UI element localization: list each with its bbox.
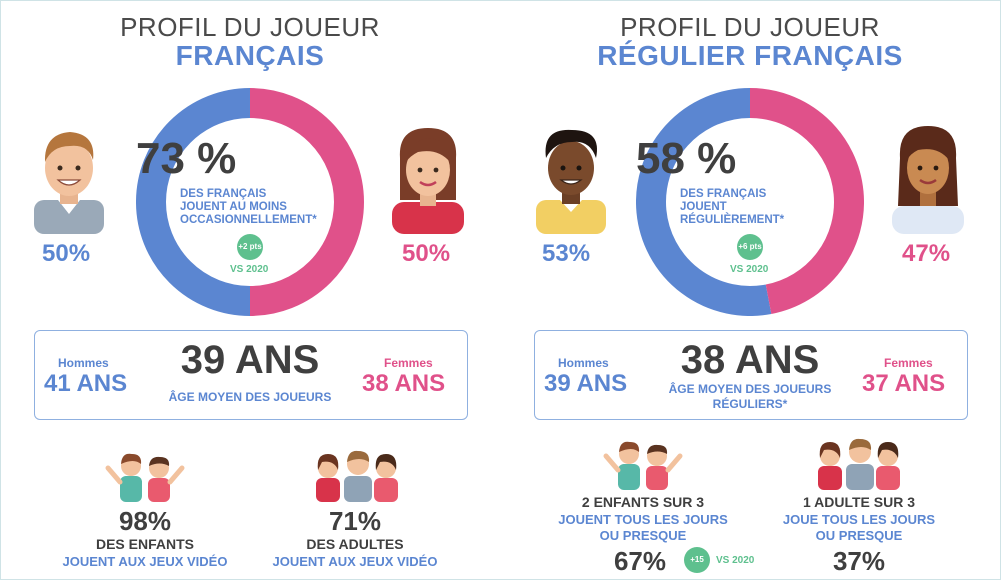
left-subtitle: FRANÇAIS xyxy=(175,40,325,71)
left-ring-women-arc xyxy=(249,88,364,316)
right-ring-badge: +6 pts xyxy=(737,234,763,260)
left-stat2-line2: JOUENT AUX JEUX VIDÉO xyxy=(272,554,438,569)
right-ring-vs: VS 2020 xyxy=(730,264,769,275)
left-title: PROFIL DU JOUEUR xyxy=(120,12,380,42)
right-men-percent: 53% xyxy=(542,240,591,267)
left-stat1-line2: JOUENT AUX JEUX VIDÉO xyxy=(62,554,228,569)
right-age-men-value: 39 ANS xyxy=(544,370,628,397)
left-ring-main-value: 73 % xyxy=(136,134,237,183)
left-women-percent: 50% xyxy=(402,240,451,267)
right-stat2-line1: 1 ADULTE SUR 3 xyxy=(802,494,915,510)
left-stat1-line1: DES ENFANTS xyxy=(95,536,194,552)
man-avatar-icon xyxy=(536,129,606,234)
left-men-percent: 50% xyxy=(42,240,91,267)
adults-icon xyxy=(316,450,398,502)
right-stat1-line3: OU PRESQUE xyxy=(599,528,687,543)
right-stat1-vs: VS 2020 xyxy=(716,555,755,566)
left-ring-caption-line3: OCCASIONNELLEMENT* xyxy=(180,214,317,226)
man-avatar-icon xyxy=(34,132,104,234)
children-icon xyxy=(603,441,683,490)
left-ring: 73 % DES FRANÇAIS JOUENT AU MOINS OCCASI… xyxy=(136,88,364,316)
right-stat1-value: 67% xyxy=(613,546,667,576)
left-age-women-label: Femmes xyxy=(384,356,433,370)
woman-avatar-icon xyxy=(392,128,464,234)
left-stat1-value: 98% xyxy=(118,506,172,536)
right-ring-caption-line2: JOUENT xyxy=(680,201,727,213)
left-stat2-value: 71% xyxy=(328,506,382,536)
right-ring-caption-line1: DES FRANÇAIS xyxy=(680,188,767,200)
adults-icon xyxy=(818,438,900,490)
left-age-women-value: 38 ANS xyxy=(362,370,446,397)
right-stat1-line1: 2 ENFANTS SUR 3 xyxy=(581,494,705,510)
right-ring-main-value: 58 % xyxy=(636,134,737,183)
left-stat2-line1: DES ADULTES xyxy=(306,536,404,552)
right-stat2-line2: JOUE TOUS LES JOURS xyxy=(782,512,936,527)
right-ring-men-arc xyxy=(636,88,772,316)
right-women-percent: 47% xyxy=(902,240,951,267)
left-age-box xyxy=(34,330,468,420)
right-age-women-value: 37 ANS xyxy=(862,370,946,397)
left-ring-vs: VS 2020 xyxy=(230,264,269,275)
right-stat1-line2: JOUENT TOUS LES JOURS xyxy=(558,512,728,527)
right-age-box xyxy=(534,330,968,420)
left-ring-caption-line2: JOUENT AU MOINS xyxy=(180,201,287,213)
left-ring-badge: +2 pts xyxy=(237,234,263,260)
left-ring-caption-line1: DES FRANÇAIS xyxy=(180,188,267,200)
right-ring-caption-line3: RÉGULIÈREMENT* xyxy=(680,214,785,226)
right-stat2-line3: OU PRESQUE xyxy=(815,528,903,543)
woman-avatar-icon xyxy=(892,126,964,234)
right-age-center-value: 38 ANS xyxy=(680,338,820,382)
left-age-men-label: Hommes xyxy=(58,356,109,370)
right-age-women-label: Femmes xyxy=(884,356,933,370)
right-title: PROFIL DU JOUEUR xyxy=(620,12,880,42)
right-age-center-caption-line1: ÂGE MOYEN DES JOUEURS xyxy=(668,382,832,396)
children-icon xyxy=(105,453,185,502)
left-ring-caption: DES FRANÇAIS JOUENT AU MOINS OCCASIONNEL… xyxy=(180,188,320,227)
right-stat2-value: 37% xyxy=(832,546,886,576)
right-age-men-label: Hommes xyxy=(558,356,609,370)
right-stat1-badge: +15 pts xyxy=(684,547,710,573)
right-ring: 58 % DES FRANÇAIS JOUENT RÉGULIÈREMENT* … xyxy=(636,88,864,316)
right-ring-caption: DES FRANÇAIS JOUENT RÉGULIÈREMENT* xyxy=(680,188,820,227)
right-subtitle: RÉGULIER FRANÇAIS xyxy=(597,40,903,71)
right-age-center-caption-line2: RÉGULIERS* xyxy=(712,397,788,411)
left-age-center-caption: ÂGE MOYEN DES JOUEURS xyxy=(168,390,332,404)
left-age-men-value: 41 ANS xyxy=(44,370,128,397)
right-ring-women-arc xyxy=(749,88,864,314)
right-age-center-caption: ÂGE MOYEN DES JOUEURS RÉGULIERS* xyxy=(640,382,860,412)
left-age-center-value: 39 ANS xyxy=(180,338,320,382)
left-ring-men-arc xyxy=(136,88,251,316)
